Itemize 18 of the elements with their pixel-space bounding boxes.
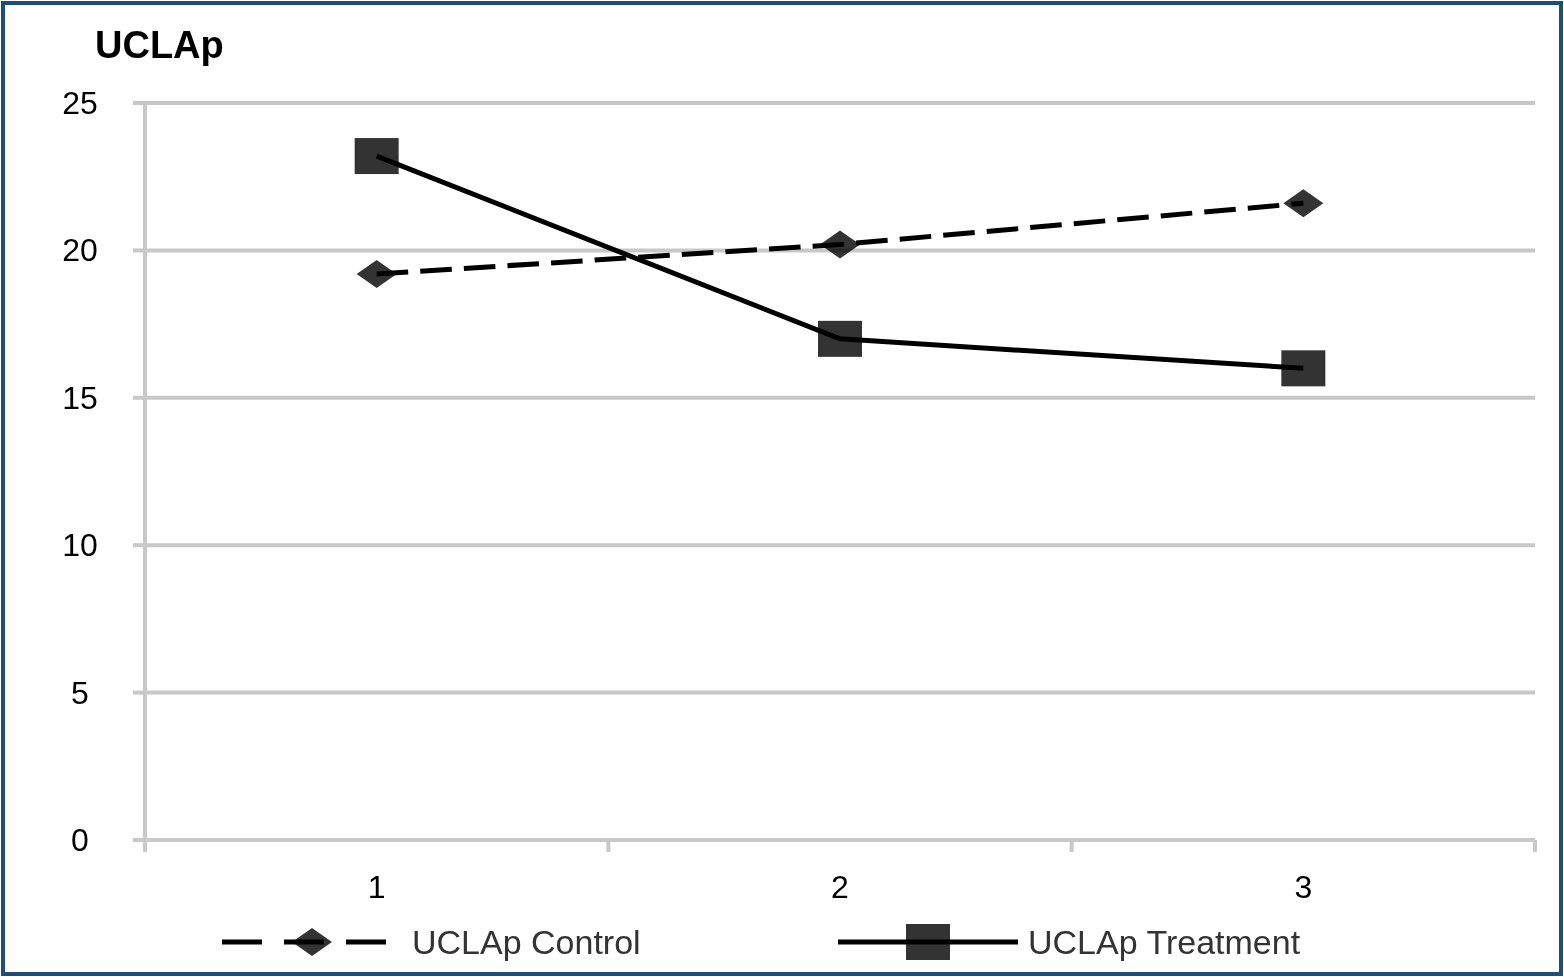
x-tick-label: 3 xyxy=(1294,869,1313,905)
point xyxy=(1281,350,1326,387)
legend-label: UCLAp Treatment xyxy=(1028,923,1301,961)
y-tick-label: 0 xyxy=(71,822,89,858)
chart-title: UCLAp xyxy=(95,24,224,66)
point xyxy=(356,259,397,288)
y-tick-label: 20 xyxy=(62,232,98,269)
point xyxy=(818,320,862,357)
y-tick-label: 5 xyxy=(71,674,89,711)
y-tick-label: 15 xyxy=(62,379,98,416)
x-tick-label: 1 xyxy=(367,869,386,905)
x-tick-label: 2 xyxy=(831,869,849,905)
point xyxy=(354,138,399,175)
y-tick-label: 25 xyxy=(62,85,98,121)
legend-label: UCLAp Control xyxy=(412,923,641,961)
point xyxy=(1283,189,1324,218)
point xyxy=(820,230,860,259)
y-tick-label: 10 xyxy=(62,527,98,564)
